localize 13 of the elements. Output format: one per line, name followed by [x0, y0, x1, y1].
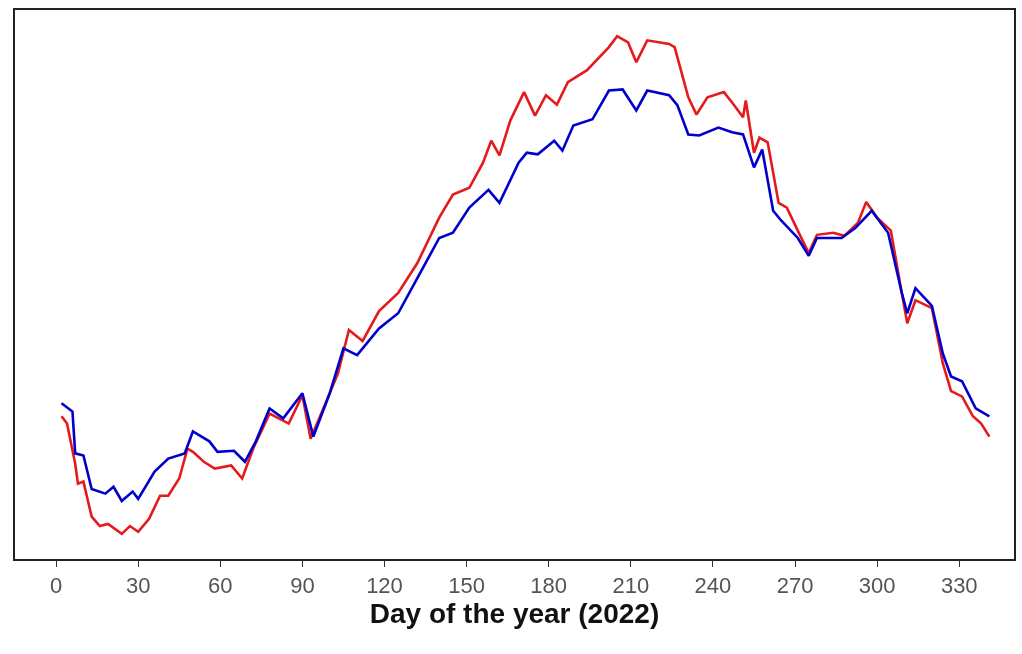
x-tick-label: 300	[858, 573, 896, 599]
x-tick-label: 90	[290, 573, 315, 599]
x-tick-label: 210	[612, 573, 650, 599]
x-tick-label: 330	[940, 573, 978, 599]
x-axis-title: Day of the year (2022)	[369, 598, 660, 630]
x-tick-label: 0	[49, 573, 63, 599]
x-tick-label: 60	[208, 573, 233, 599]
x-tick-label: 150	[448, 573, 485, 599]
x-tick-label: 120	[366, 573, 403, 599]
x-tick-label: 270	[776, 573, 814, 599]
x-tick-label: 240	[694, 573, 732, 599]
x-tick-label: 30	[125, 573, 151, 599]
x-tick-label: 180	[530, 573, 568, 599]
